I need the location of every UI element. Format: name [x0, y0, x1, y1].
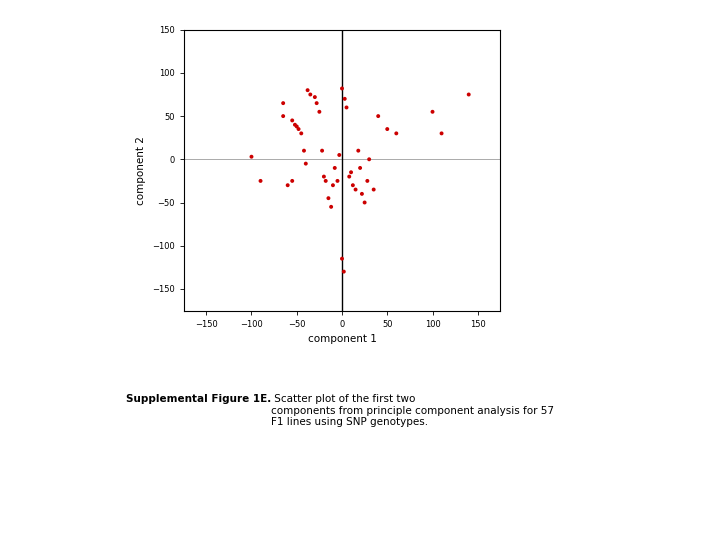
- Point: [246, 152, 257, 161]
- Point: [336, 84, 348, 93]
- Point: [427, 107, 438, 116]
- Point: [382, 125, 393, 133]
- Point: [327, 181, 338, 190]
- Point: [339, 94, 351, 103]
- Point: [302, 86, 313, 94]
- Point: [305, 90, 316, 99]
- Point: [325, 202, 337, 211]
- Point: [291, 122, 302, 131]
- Point: [318, 172, 330, 181]
- Point: [277, 99, 289, 107]
- Point: [436, 129, 447, 138]
- X-axis label: component 1: component 1: [307, 334, 377, 344]
- Point: [336, 254, 348, 263]
- Point: [320, 177, 331, 185]
- Point: [347, 181, 359, 190]
- Y-axis label: component 2: component 2: [136, 136, 146, 205]
- Point: [300, 159, 312, 168]
- Point: [356, 190, 368, 198]
- Point: [333, 151, 345, 159]
- Point: [316, 146, 328, 155]
- Point: [282, 181, 294, 190]
- Point: [343, 172, 355, 181]
- Point: [289, 120, 301, 129]
- Point: [350, 185, 361, 194]
- Point: [287, 177, 298, 185]
- Point: [314, 107, 325, 116]
- Point: [364, 155, 375, 164]
- Point: [368, 185, 379, 194]
- Point: [361, 177, 373, 185]
- Point: [293, 125, 305, 133]
- Point: [332, 177, 343, 185]
- Point: [463, 90, 474, 99]
- Point: [255, 177, 266, 185]
- Point: [295, 129, 307, 138]
- Point: [353, 146, 364, 155]
- Point: [323, 194, 334, 202]
- Point: [338, 267, 350, 276]
- Text: Supplemental Figure 1E.: Supplemental Figure 1E.: [126, 394, 271, 404]
- Point: [346, 168, 357, 177]
- Point: [372, 112, 384, 120]
- Text: Scatter plot of the first two
components from principle component analysis for 5: Scatter plot of the first two components…: [271, 394, 554, 427]
- Point: [359, 198, 370, 207]
- Point: [287, 116, 298, 125]
- Point: [309, 93, 320, 102]
- Point: [311, 99, 323, 107]
- Point: [277, 112, 289, 120]
- Point: [298, 146, 310, 155]
- Point: [341, 103, 352, 112]
- Point: [354, 164, 366, 172]
- Point: [329, 164, 341, 172]
- Point: [390, 129, 402, 138]
